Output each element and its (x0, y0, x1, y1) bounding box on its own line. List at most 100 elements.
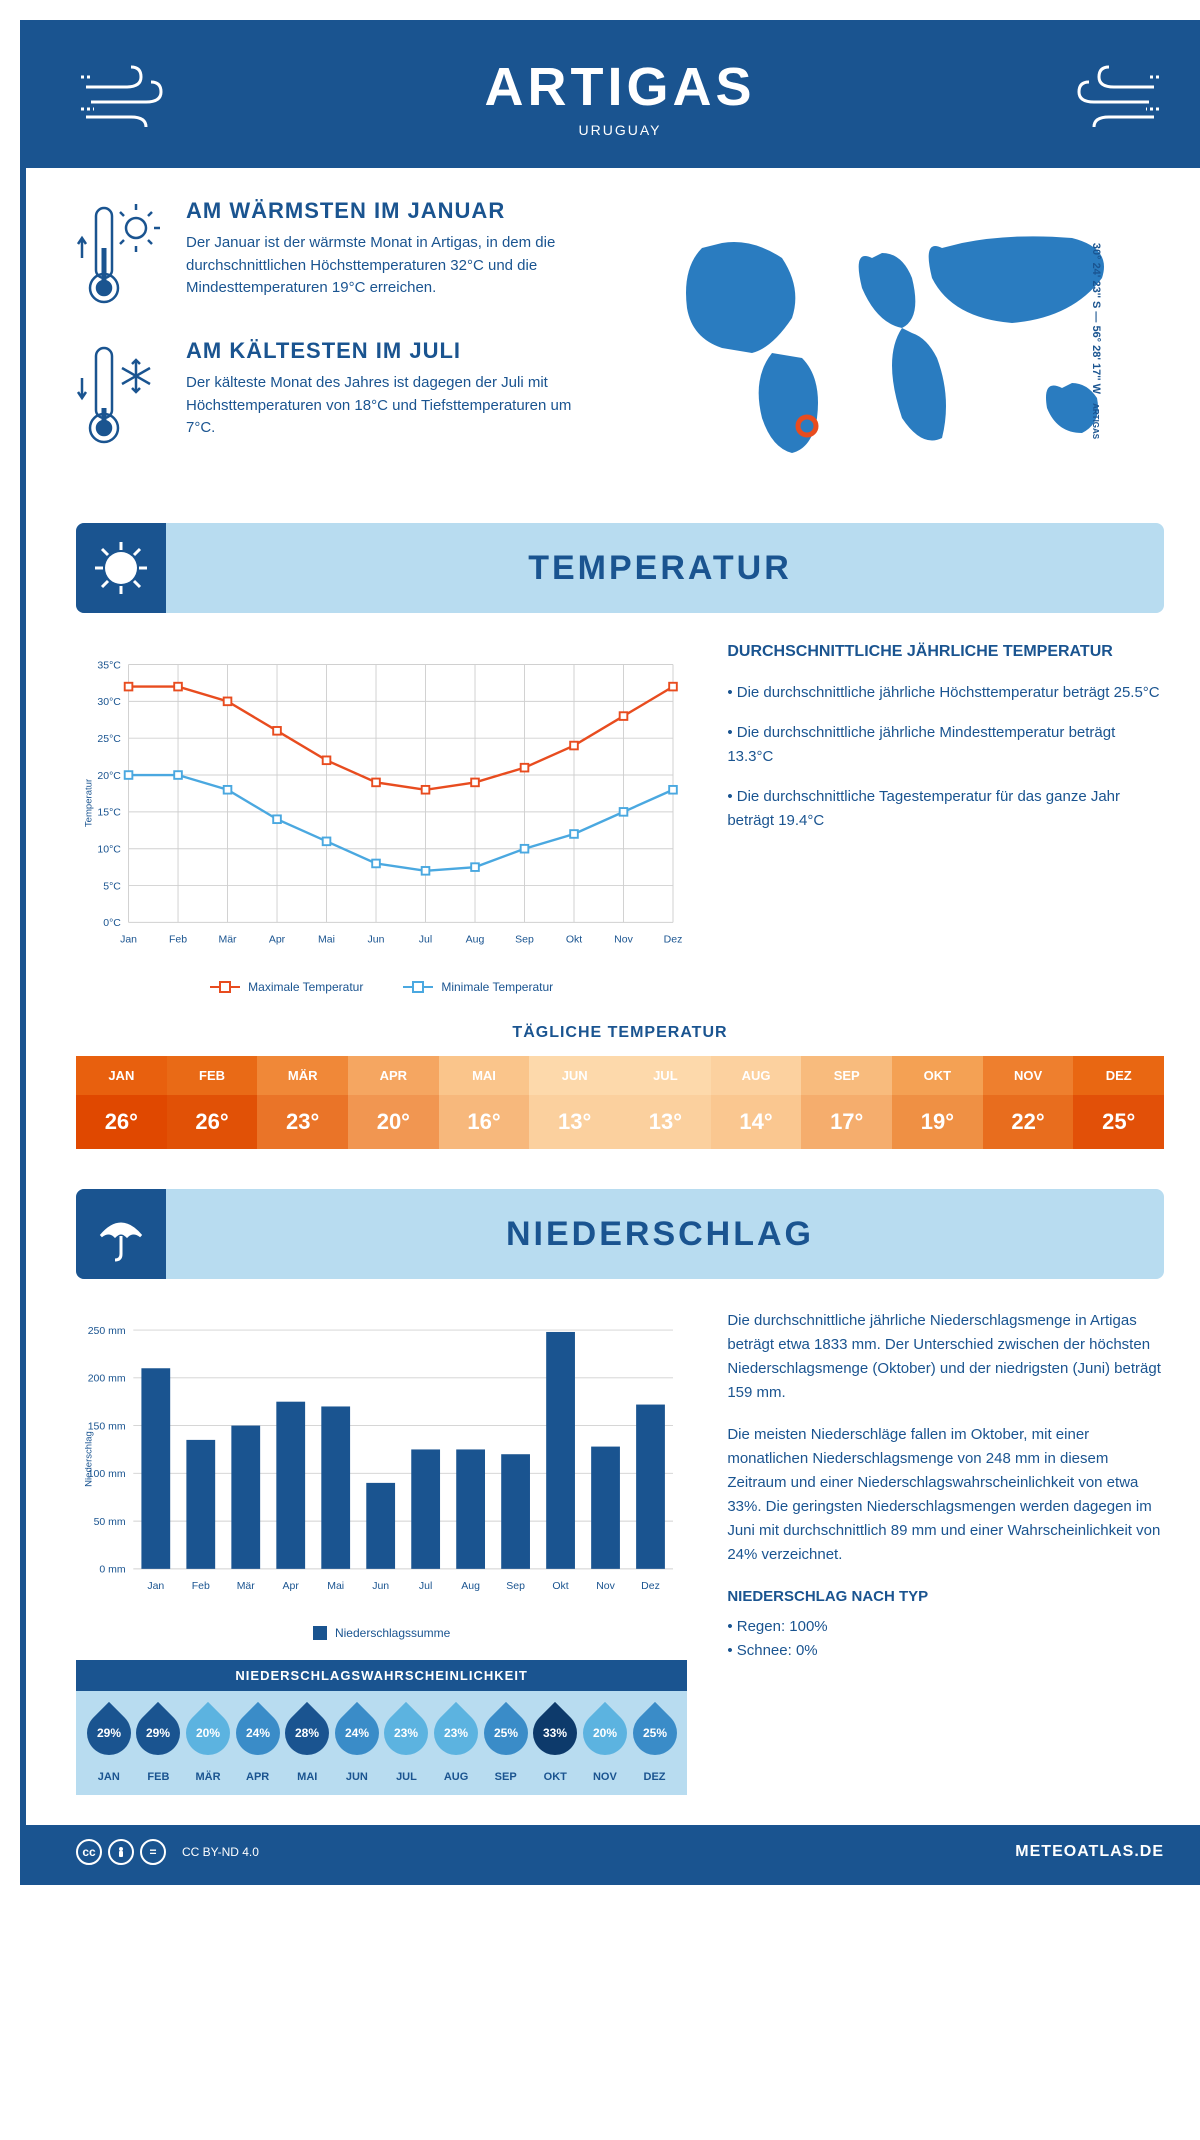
daily-month-cell: APR (348, 1056, 439, 1095)
svg-text:Mai: Mai (327, 1580, 344, 1592)
thermometer-sun-icon (76, 198, 166, 308)
by-icon (108, 1839, 134, 1865)
daily-month-cell: AUG (711, 1056, 802, 1095)
precipitation-heading: NIEDERSCHLAG (186, 1215, 1134, 1254)
daily-temp-cell: 17° (801, 1095, 892, 1149)
header: ARTIGAS URUGUAY (26, 26, 1200, 168)
site-name: METEOATLAS.DE (1015, 1843, 1164, 1861)
daily-temp-column: AUG14° (711, 1056, 802, 1149)
daily-temp-column: JAN26° (76, 1056, 167, 1149)
svg-text:Apr: Apr (269, 933, 286, 945)
drop-column: 23%JUL (382, 1703, 432, 1783)
daily-temp-column: SEP17° (801, 1056, 892, 1149)
wind-icon-left (76, 57, 176, 137)
daily-temp-column: JUN13° (529, 1056, 620, 1149)
svg-text:150 mm: 150 mm (88, 1420, 126, 1432)
svg-text:Nov: Nov (596, 1580, 615, 1592)
svg-text:Mai: Mai (318, 933, 335, 945)
svg-text:15°C: 15°C (97, 807, 121, 819)
nd-icon: = (140, 1839, 166, 1865)
svg-text:Apr: Apr (283, 1580, 300, 1592)
daily-temp-cell: 13° (529, 1095, 620, 1149)
svg-text:Sep: Sep (515, 933, 534, 945)
precipitation-section-header: NIEDERSCHLAG (76, 1189, 1164, 1279)
drop-column: 33%OKT (530, 1703, 580, 1783)
precipitation-bar-chart: 0 mm50 mm100 mm150 mm200 mm250 mmJanFebM… (76, 1309, 687, 1640)
precipitation-probability-heading: NIEDERSCHLAGSWAHRSCHEINLICHKEIT (76, 1660, 687, 1691)
daily-temp-column: MÄR23° (257, 1056, 348, 1149)
coldest-title: AM KÄLTESTEN IM JULI (186, 338, 600, 364)
daily-temp-cell: 23° (257, 1095, 348, 1149)
svg-text:Okt: Okt (566, 933, 582, 945)
temperature-line-chart: 0°C5°C10°C15°C20°C25°C30°C35°CJanFebMärA… (76, 643, 687, 994)
svg-text:Jan: Jan (147, 1580, 164, 1592)
svg-text:25°C: 25°C (97, 733, 121, 745)
daily-temp-cell: 19° (892, 1095, 983, 1149)
drop-column: 29%JAN (84, 1703, 134, 1783)
drop-column: 29%FEB (134, 1703, 184, 1783)
warmest-title: AM WÄRMSTEN IM JANUAR (186, 198, 600, 224)
drop-column: 20%NOV (580, 1703, 630, 1783)
temperature-heading: TEMPERATUR (186, 549, 1134, 588)
svg-text:Aug: Aug (461, 1580, 480, 1592)
precipitation-summary: Die durchschnittliche jährliche Niedersc… (727, 1309, 1164, 1795)
svg-text:Jul: Jul (419, 1580, 432, 1592)
temp-summary-heading: DURCHSCHNITTLICHE JÄHRLICHE TEMPERATUR (727, 643, 1164, 661)
page-subtitle: URUGUAY (485, 122, 756, 138)
daily-temp-cell: 26° (167, 1095, 258, 1149)
daily-temp-cell: 25° (1073, 1095, 1164, 1149)
daily-month-cell: NOV (983, 1056, 1074, 1095)
svg-text:0°C: 0°C (103, 917, 121, 929)
svg-text:Mär: Mär (237, 1580, 256, 1592)
svg-text:Dez: Dez (641, 1580, 660, 1592)
legend-min-label: Minimale Temperatur (441, 980, 553, 994)
umbrella-icon (91, 1204, 151, 1264)
svg-text:0 mm: 0 mm (99, 1564, 126, 1576)
thermometer-snowflake-icon (76, 338, 166, 448)
world-map-icon (640, 198, 1164, 478)
drop-column: 25%SEP (481, 1703, 531, 1783)
precip-type-heading: NIEDERSCHLAG NACH TYP (727, 1585, 1164, 1609)
drop-column: 28%MAI (282, 1703, 332, 1783)
coordinates: 30° 24' 23'' S — 56° 28' 17'' W ARTIGAS (1090, 242, 1102, 438)
legend-max-label: Maximale Temperatur (248, 980, 363, 994)
sun-icon (91, 538, 151, 598)
daily-temp-column: MAI16° (439, 1056, 530, 1149)
infographic-page: ARTIGAS URUGUAY (20, 20, 1200, 1885)
svg-text:50 mm: 50 mm (94, 1516, 126, 1528)
daily-month-cell: JAN (76, 1056, 167, 1095)
coldest-text: Der kälteste Monat des Jahres ist dagege… (186, 372, 600, 440)
daily-month-cell: FEB (167, 1056, 258, 1095)
svg-text:Sep: Sep (506, 1580, 525, 1592)
precip-para1: Die durchschnittliche jährliche Niedersc… (727, 1309, 1164, 1405)
svg-text:5°C: 5°C (103, 880, 121, 892)
svg-text:Nov: Nov (614, 933, 633, 945)
daily-month-cell: JUN (529, 1056, 620, 1095)
svg-text:30°C: 30°C (97, 696, 121, 708)
intro-section: AM WÄRMSTEN IM JANUAR Der Januar ist der… (76, 198, 1164, 483)
daily-month-cell: JUL (620, 1056, 711, 1095)
daily-temp-cell: 14° (711, 1095, 802, 1149)
drop-column: 24%APR (233, 1703, 283, 1783)
daily-month-cell: DEZ (1073, 1056, 1164, 1095)
daily-temp-column: APR20° (348, 1056, 439, 1149)
drop-column: 20%MÄR (183, 1703, 233, 1783)
drop-column: 25%DEZ (630, 1703, 680, 1783)
precip-type-item: • Schnee: 0% (727, 1639, 1164, 1663)
warmest-text: Der Januar ist der wärmste Monat in Arti… (186, 232, 600, 300)
precipitation-probability-row: 29%JAN29%FEB20%MÄR24%APR28%MAI24%JUN23%J… (76, 1691, 687, 1795)
temp-summary-item: Die durchschnittliche jährliche Höchstte… (727, 681, 1164, 705)
svg-text:Okt: Okt (552, 1580, 568, 1592)
daily-temp-heading: TÄGLICHE TEMPERATUR (76, 1024, 1164, 1042)
daily-temp-column: JUL13° (620, 1056, 711, 1149)
svg-text:250 mm: 250 mm (88, 1325, 126, 1337)
daily-temp-column: FEB26° (167, 1056, 258, 1149)
svg-text:Niederschlag: Niederschlag (83, 1431, 94, 1487)
svg-text:Jul: Jul (419, 933, 432, 945)
svg-text:Temperatur: Temperatur (83, 778, 94, 827)
drop-column: 24%JUN (332, 1703, 382, 1783)
page-title: ARTIGAS (485, 56, 756, 118)
daily-temperature-table: JAN26°FEB26°MÄR23°APR20°MAI16°JUN13°JUL1… (76, 1056, 1164, 1149)
coldest-block: AM KÄLTESTEN IM JULI Der kälteste Monat … (76, 338, 600, 448)
svg-text:35°C: 35°C (97, 659, 121, 671)
